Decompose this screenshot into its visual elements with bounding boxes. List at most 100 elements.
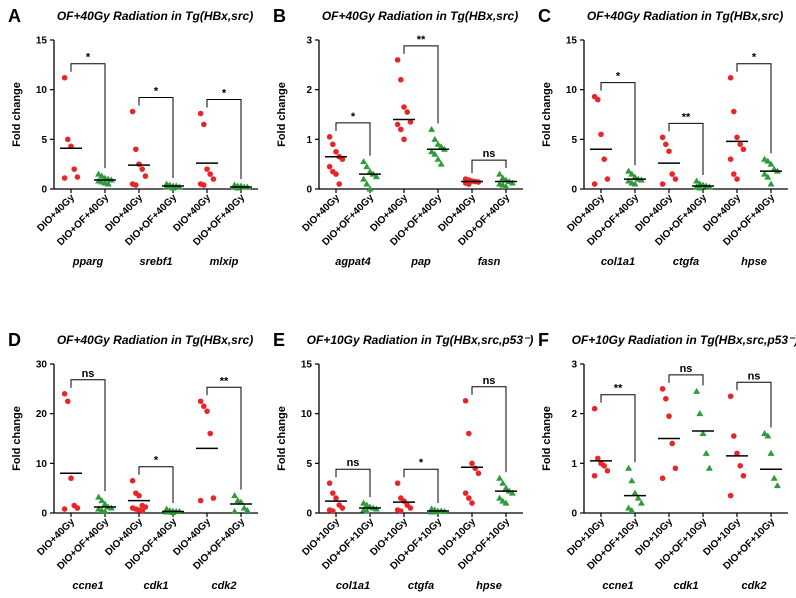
data-point — [502, 484, 510, 491]
data-point — [496, 170, 504, 177]
data-point — [431, 150, 439, 157]
y-axis-label: Fold change — [276, 406, 288, 471]
data-point — [133, 146, 139, 153]
data-point — [363, 163, 371, 170]
data-point — [210, 176, 217, 182]
significance-bracket — [471, 386, 507, 473]
data-point — [398, 76, 404, 83]
significance-bracket — [335, 468, 371, 498]
significance-label: ns — [483, 375, 496, 387]
data-point — [472, 465, 479, 472]
data-point — [326, 163, 333, 170]
significance-bracket — [471, 159, 507, 174]
gene-label: agpat4 — [335, 256, 370, 268]
panel-title: OF+40Gy Radiation in Tg(HBx,src) — [322, 9, 518, 23]
gene-label: pparg — [72, 256, 104, 268]
y-tick-label: 10 — [566, 85, 578, 96]
data-point — [737, 141, 743, 148]
data-point — [133, 182, 139, 188]
data-point — [201, 121, 207, 128]
data-point — [595, 455, 601, 462]
y-axis-label: Fold change — [11, 406, 23, 471]
data-point — [659, 475, 666, 482]
data-point — [591, 181, 598, 187]
data-point — [434, 140, 442, 147]
data-point — [734, 450, 740, 457]
significance-bracket — [138, 97, 174, 179]
data-point — [462, 397, 469, 404]
significance-label: ns — [680, 363, 693, 375]
data-point — [625, 504, 633, 511]
panel-title: OF+40Gy Radiation in Tg(HBx,src) — [587, 9, 783, 23]
data-point — [469, 460, 475, 467]
significance-label: * — [222, 88, 227, 100]
data-point — [404, 109, 411, 115]
data-point — [394, 480, 401, 487]
data-point — [339, 505, 346, 511]
y-tick-label: 10 — [301, 409, 313, 420]
data-point — [693, 387, 701, 394]
gene-label: cdk1 — [673, 580, 698, 592]
data-point — [363, 180, 371, 187]
data-point — [669, 171, 675, 177]
data-point — [65, 136, 71, 143]
y-tick-label: 5 — [41, 135, 47, 146]
data-point — [705, 464, 713, 471]
significance-bracket — [736, 381, 772, 428]
panel-title: OF+10Gy Radiation in Tg(HBx,src,p53⁻) — [307, 333, 534, 347]
data-point — [366, 185, 374, 192]
data-point — [502, 499, 510, 506]
data-point — [659, 386, 666, 392]
data-point — [437, 160, 445, 167]
y-tick-label: 1 — [306, 135, 312, 146]
data-point — [767, 180, 775, 187]
data-point — [201, 403, 207, 410]
gene-label: hpse — [741, 256, 767, 268]
data-point — [74, 174, 81, 180]
y-tick-label: 3 — [306, 36, 312, 47]
significance-label: * — [351, 111, 356, 123]
significance-label: * — [616, 71, 621, 83]
y-tick-label: 15 — [301, 360, 313, 371]
y-tick-label: 0 — [571, 509, 577, 520]
data-point — [204, 408, 210, 414]
significance-label: ns — [483, 148, 496, 160]
data-point — [210, 495, 217, 501]
data-point — [407, 119, 414, 125]
panel-title: OF+40Gy Radiation in Tg(HBx,src) — [57, 9, 253, 23]
data-point — [394, 121, 401, 128]
panel-letter: B — [273, 6, 286, 26]
y-tick-label: 3 — [571, 360, 577, 371]
data-point — [761, 430, 769, 437]
data-point — [628, 477, 636, 484]
data-point — [207, 171, 213, 177]
data-point — [659, 181, 666, 187]
data-point — [401, 136, 407, 143]
data-point — [61, 175, 68, 181]
data-point — [68, 475, 74, 482]
y-axis-label: Fold change — [11, 82, 23, 147]
significance-label: ** — [614, 383, 623, 395]
data-point — [734, 134, 740, 141]
data-point — [462, 490, 469, 496]
data-point — [434, 155, 442, 162]
y-tick-label: 1 — [571, 459, 577, 470]
data-point — [466, 181, 472, 187]
y-tick-label: 10 — [36, 459, 48, 470]
data-point — [201, 182, 207, 188]
data-point — [696, 410, 704, 417]
panel-letter: D — [8, 330, 21, 350]
data-point — [231, 492, 239, 499]
data-point — [74, 505, 81, 511]
data-point — [601, 463, 607, 469]
data-point — [129, 477, 136, 484]
significance-bracket — [70, 379, 106, 492]
significance-bracket — [668, 374, 704, 386]
y-tick-label: 15 — [566, 36, 578, 47]
gene-label: cdk2 — [741, 580, 766, 592]
gene-label: ctgfa — [673, 256, 699, 268]
data-point — [598, 131, 604, 138]
y-tick-label: 0 — [41, 185, 47, 196]
significance-label: * — [154, 86, 159, 98]
data-point — [61, 391, 68, 397]
